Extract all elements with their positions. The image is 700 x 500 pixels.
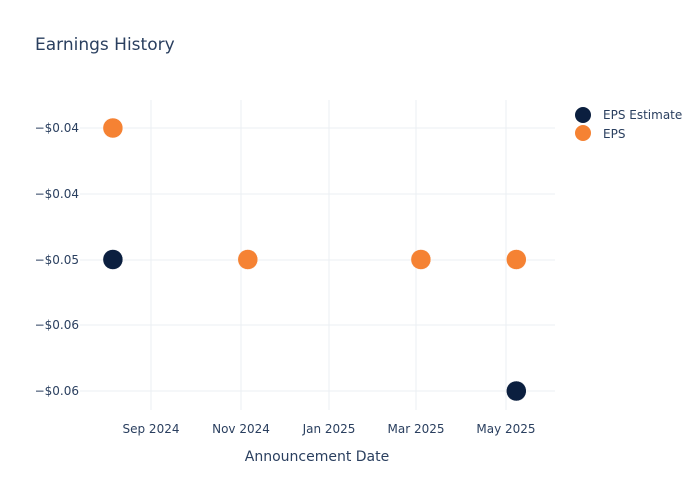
x-axis-title: Announcement Date: [245, 449, 389, 465]
data-point-eps[interactable]: [237, 249, 259, 270]
legend-marker-eps: [575, 125, 591, 141]
data-point-eps[interactable]: [102, 117, 124, 139]
y-tick-label: −$0.04: [35, 187, 79, 201]
x-tick-label: Nov 2024: [212, 422, 270, 436]
legend-label-eps: EPS: [603, 127, 625, 141]
legend-marker-eps-estimate: [575, 107, 591, 123]
legend-item-eps-estimate[interactable]: EPS Estimate: [575, 107, 682, 123]
y-tick-label: −$0.06: [35, 318, 79, 332]
points-layer: [102, 117, 527, 402]
x-tick-label: Mar 2025: [388, 422, 445, 436]
x-tick-label: Jan 2025: [302, 422, 356, 436]
data-point-eps-estimate[interactable]: [506, 380, 527, 402]
data-point-eps[interactable]: [506, 249, 527, 270]
y-tick-label: −$0.04: [35, 121, 79, 135]
x-tick-label: May 2025: [476, 422, 535, 436]
grid-layer: [80, 100, 555, 410]
chart-title: Earnings History: [35, 35, 175, 55]
x-tick-labels: Sep 2024 Nov 2024 Jan 2025 Mar 2025 May 2025: [123, 422, 536, 436]
x-tick-label: Sep 2024: [123, 422, 180, 436]
legend[interactable]: EPS Estimate EPS: [575, 107, 682, 141]
legend-label-eps-estimate: EPS Estimate: [603, 108, 682, 122]
y-tick-labels: −$0.04 −$0.04 −$0.05 −$0.06 −$0.06: [35, 121, 79, 398]
data-point-eps-estimate[interactable]: [102, 249, 124, 270]
legend-item-eps[interactable]: EPS: [575, 125, 625, 141]
data-point-eps[interactable]: [410, 249, 432, 270]
y-tick-label: −$0.06: [35, 384, 79, 398]
y-tick-label: −$0.05: [35, 253, 79, 267]
